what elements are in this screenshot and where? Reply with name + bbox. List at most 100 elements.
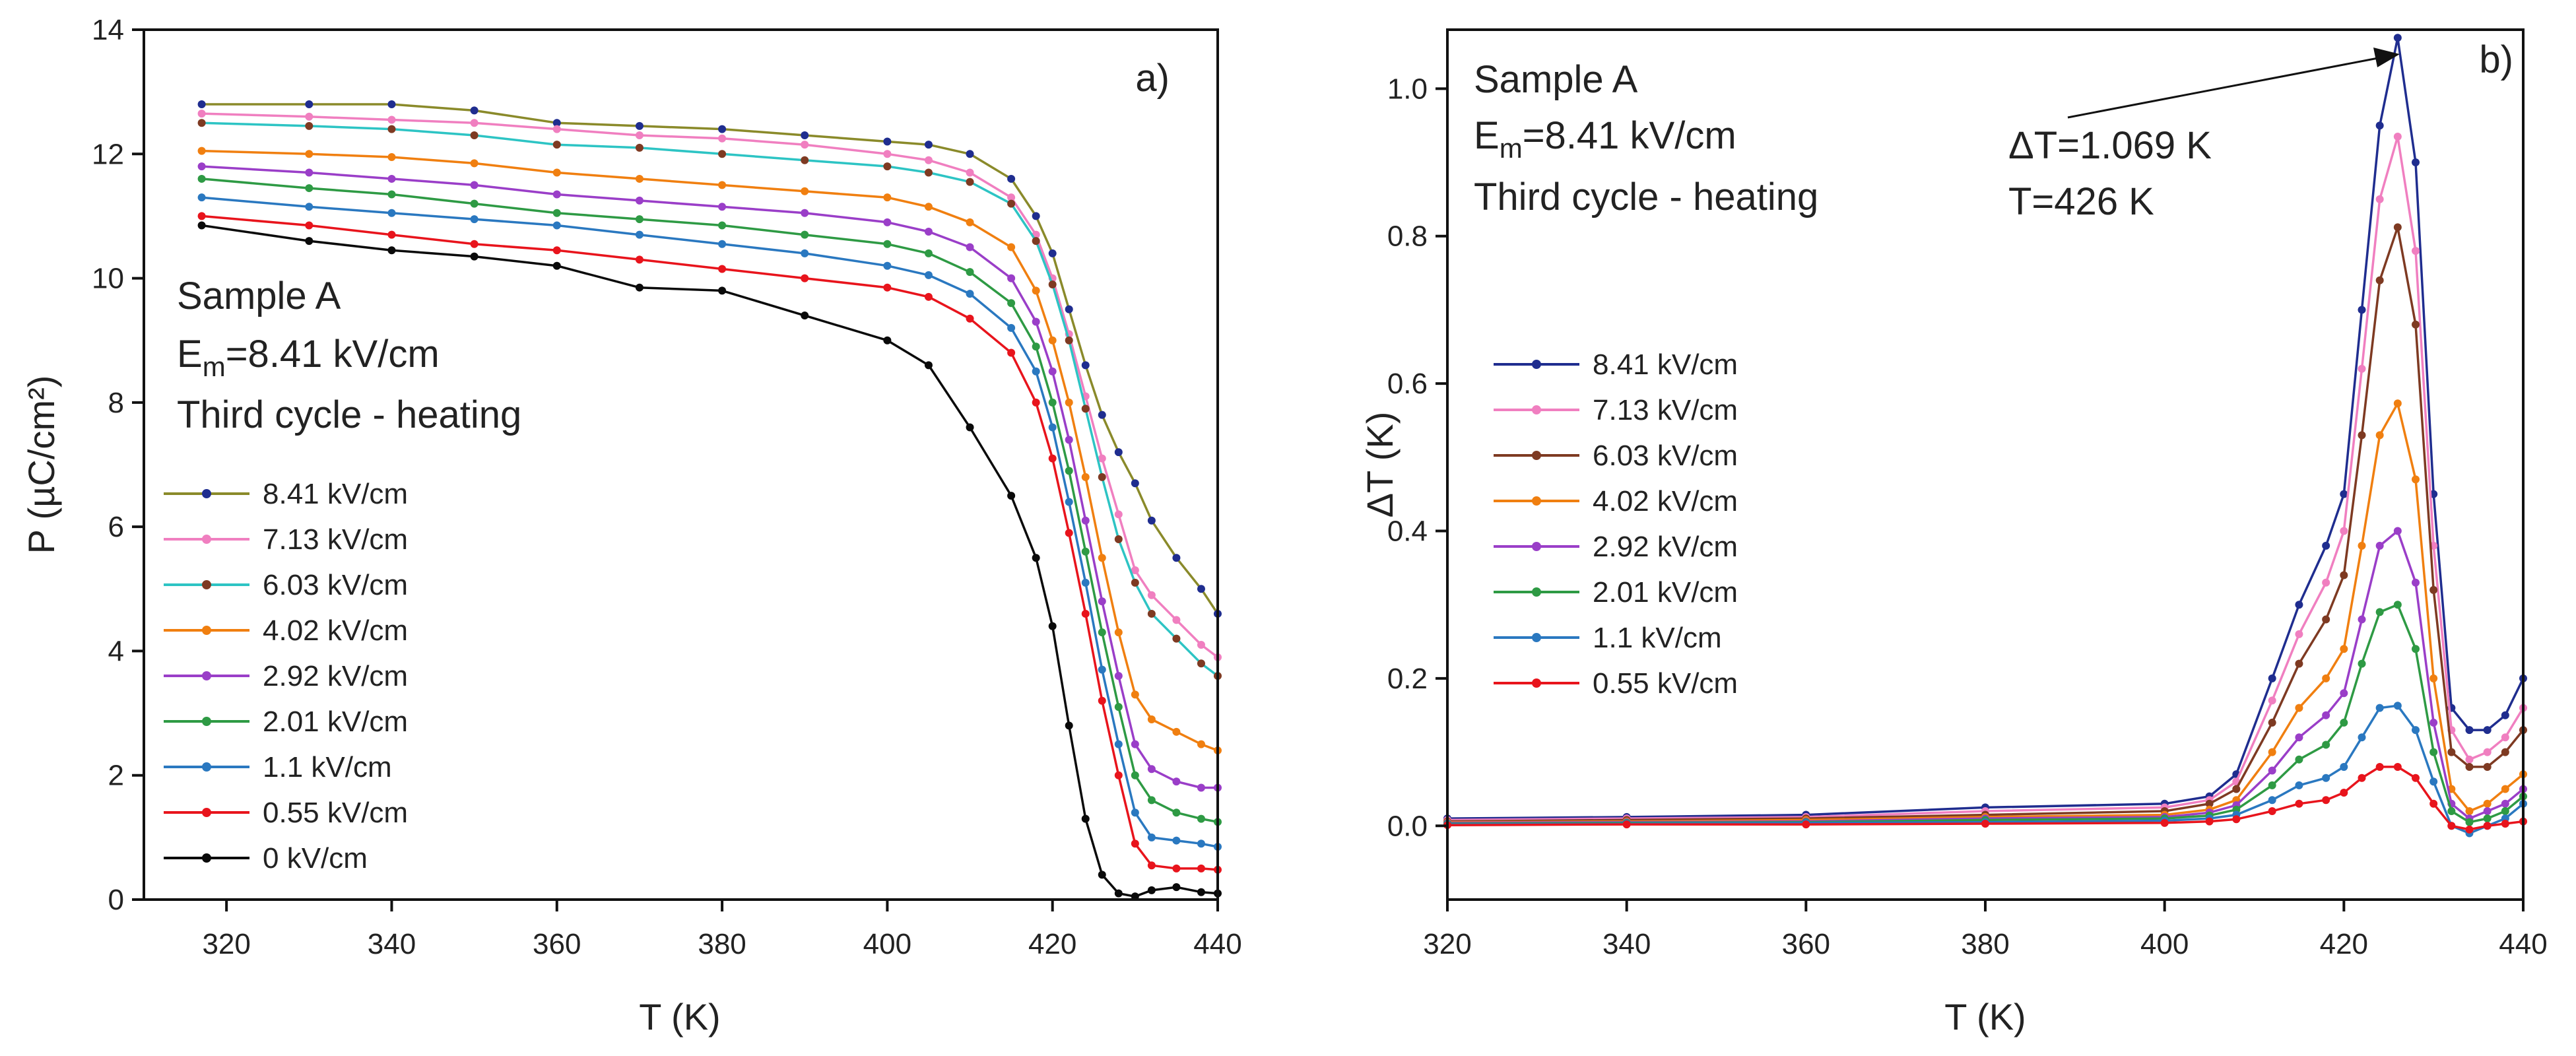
- panel-b-data-point: [2322, 796, 2330, 805]
- panel-a-data-point: [1048, 280, 1057, 288]
- panel-a-data-point: [1172, 808, 1181, 817]
- panel-b-data-point: [2375, 276, 2384, 284]
- panel-b-data-point: [2465, 762, 2474, 771]
- panel-b-y-tick-label: 0.2: [1387, 663, 1428, 695]
- panel-a-data-point: [966, 168, 974, 177]
- panel-b-label: b): [2479, 38, 2513, 81]
- panel-b-data-point: [1622, 820, 1631, 829]
- panel-b-data-point: [2483, 814, 2492, 823]
- panel-a-data-point: [966, 150, 974, 158]
- panel-b-data-point: [2322, 578, 2330, 587]
- panel-a-data-point: [1172, 554, 1181, 562]
- panel-a-x-tick-label: 380: [698, 928, 746, 960]
- panel-b-data-point: [2447, 748, 2456, 756]
- panel-a-data-point: [635, 196, 644, 205]
- panel-b-data-point: [2501, 748, 2509, 756]
- panel-a-data-point: [1065, 498, 1073, 506]
- panel-a-data-point: [1048, 423, 1057, 432]
- panel-a-data-point: [552, 261, 561, 270]
- panel-a-data-point: [635, 131, 644, 140]
- panel-b-data-point: [2483, 762, 2492, 771]
- panel-a-data-point: [1081, 516, 1090, 525]
- panel-a-data-point: [305, 237, 314, 246]
- panel-a-data-point: [305, 221, 314, 230]
- panel-b-peak-arrow-head: [2373, 48, 2400, 67]
- panel-b-y-tick-label: 0.6: [1387, 368, 1428, 400]
- panel-b-data-point: [2340, 571, 2348, 579]
- panel-a-data-point: [1197, 740, 1205, 748]
- panel-a-data-point: [552, 141, 561, 149]
- panel-a-data-point: [801, 156, 809, 164]
- panel-b-data-point: [2393, 223, 2402, 232]
- panel-a-data-point: [1131, 808, 1139, 817]
- panel-a-data-point: [1007, 348, 1016, 357]
- panel-a-plot-frame: [143, 28, 1219, 901]
- panel-b-x-tick-label: 380: [1961, 928, 2009, 960]
- panel-b-data-point: [2358, 364, 2366, 373]
- panel-a-data-point: [924, 271, 933, 279]
- panel-b-cycle-label: Third cycle - heating: [1474, 176, 1818, 218]
- panel-b-data-point: [2412, 475, 2420, 484]
- panel-a-legend-swatch-marker: [202, 853, 211, 863]
- panel-a-label: a): [1135, 57, 1170, 100]
- panel-a-data-point: [883, 137, 892, 146]
- panel-a-data-point: [197, 119, 206, 127]
- panel-a-data-point: [470, 106, 479, 115]
- panel-a-data-point: [305, 150, 314, 158]
- panel-b-data-point: [2375, 762, 2384, 771]
- panel-b-x-tick-label: 360: [1782, 928, 1830, 960]
- panel-a-data-point: [1147, 886, 1156, 894]
- panel-b-data-point: [2501, 819, 2509, 828]
- panel-a-data-point: [1081, 578, 1090, 587]
- panel-b-y-tick-label: 0.4: [1387, 515, 1428, 548]
- panel-b-data-point: [2268, 766, 2276, 775]
- panel-b-data-point: [2268, 718, 2276, 727]
- panel-a-legend: 8.41 kV/cm 7.13 kV/cm 6.03 kV/cm 4.02 kV/cm…: [164, 478, 408, 874]
- panel-a-data-point: [801, 187, 809, 195]
- panel-a-data-point: [883, 336, 892, 345]
- panel-a-data-point: [1081, 547, 1090, 556]
- panel-b-data-point: [2268, 807, 2276, 815]
- panel-b-data-point: [2429, 674, 2438, 682]
- panel-a-data-point: [1197, 888, 1205, 896]
- panel-b-data-point: [2295, 630, 2303, 638]
- panel-a-data-point: [1172, 836, 1181, 845]
- panel-a-data-point: [924, 168, 933, 177]
- panel-a-data-point: [1147, 861, 1156, 870]
- panel-a-cycle-label: Third cycle - heating: [177, 393, 521, 436]
- panel-b-x-tick-label: 340: [1602, 928, 1651, 960]
- panel-a-y-tick-label: 8: [108, 387, 124, 419]
- panel-a-data-point: [1147, 765, 1156, 774]
- panel-b-data-point: [2393, 34, 2402, 42]
- panel-a-legend-label: 1.1 kV/cm: [263, 751, 392, 783]
- panel-b-data-point: [2295, 781, 2303, 789]
- panel-b-data-point: [2295, 733, 2303, 742]
- panel-a-data-point: [1048, 398, 1057, 407]
- panel-a-data-point: [635, 121, 644, 130]
- panel-b-data-point: [2340, 490, 2348, 498]
- panel-a-data-point: [1114, 448, 1123, 457]
- panel-a-data-point: [1147, 715, 1156, 723]
- panel-b-x-tick-label: 400: [2140, 928, 2189, 960]
- panel-a-data-point: [1098, 473, 1106, 481]
- panel-b-legend-label: 8.41 kV/cm: [1593, 348, 1738, 381]
- panel-a-data-point: [883, 162, 892, 171]
- panel-a-data-point: [924, 292, 933, 301]
- panel-a-data-point: [1197, 585, 1205, 593]
- panel-b-legend-swatch-marker: [1532, 587, 1541, 597]
- panel-a-data-point: [1172, 634, 1181, 643]
- panel-a-data-point: [801, 230, 809, 239]
- panel-a-data-point: [1114, 510, 1123, 519]
- panel-a-data-point: [305, 112, 314, 121]
- panel-a-data-point: [387, 230, 396, 239]
- panel-a-data-point: [305, 168, 314, 177]
- panel-a-data-point: [1065, 721, 1073, 730]
- panel-b-y-tick-label: 0.0: [1387, 810, 1428, 842]
- panel-b-data-point: [2268, 781, 2276, 789]
- panel-a-x-tick-label: 400: [863, 928, 911, 960]
- panel-a-data-point: [552, 246, 561, 255]
- panel-b-data-point: [2295, 601, 2303, 609]
- panel-a-legend-swatch-marker: [202, 671, 211, 680]
- panel-b-data-point: [2393, 527, 2402, 535]
- panel-b-data-point: [2429, 718, 2438, 727]
